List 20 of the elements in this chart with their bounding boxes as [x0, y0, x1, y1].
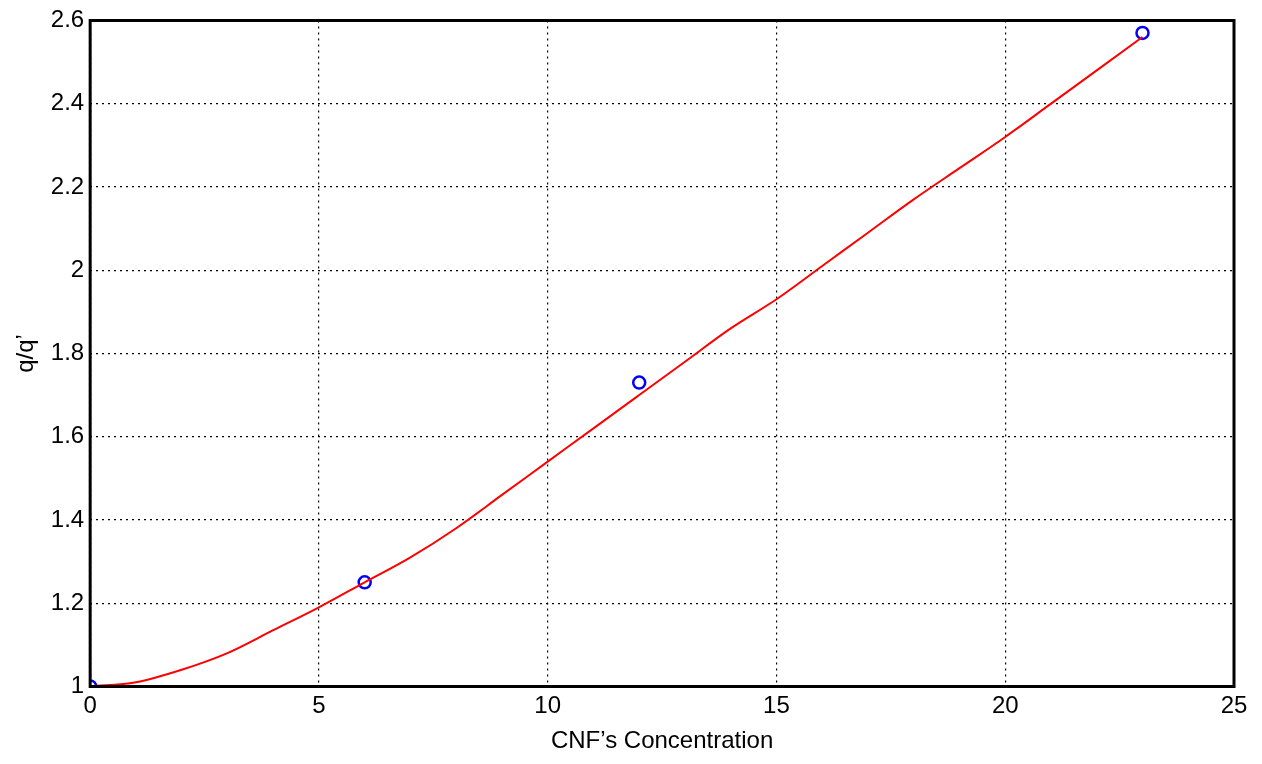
- point: [357, 575, 372, 590]
- y-tick-label: 2: [70, 254, 85, 282]
- y-tick-label: 2.4: [50, 88, 85, 116]
- y-tick-label: 1.8: [50, 338, 85, 366]
- x-tick-label: 10: [534, 691, 562, 719]
- x-tick-label: 5: [312, 691, 326, 719]
- y-tick-label: 2.6: [50, 5, 85, 33]
- x-axis-title: CNF’s Concentration: [550, 726, 774, 754]
- point: [631, 375, 647, 390]
- x-tick-label: 25: [1220, 691, 1248, 719]
- y-tick-label: 1.2: [50, 587, 85, 615]
- point: [1135, 25, 1150, 41]
- x-tick-label: 20: [991, 691, 1019, 719]
- x-tick-label: 15: [763, 691, 790, 719]
- y-tick-label: 1.4: [50, 504, 85, 532]
- y-axis-title: q/q’: [11, 334, 39, 373]
- y-tick-label: 2.2: [50, 171, 85, 199]
- y-tick-label: 1.6: [50, 421, 85, 449]
- y-tick-label: 1: [70, 671, 85, 699]
- x-tick-label: 0: [83, 691, 97, 719]
